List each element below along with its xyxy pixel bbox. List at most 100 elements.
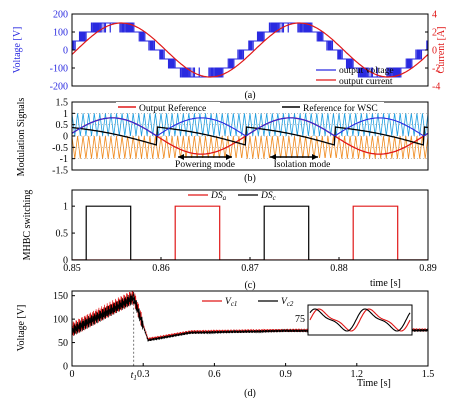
- panel-d-x-tick-label: 0.9: [279, 369, 292, 380]
- panel-a-ylabel-right: Current [A]: [436, 27, 447, 74]
- legend-label-reference-wsc: Reference for WSC: [303, 103, 378, 114]
- annotation-isolation-mode: Isolation mode: [274, 160, 331, 170]
- panel-d-x-tick-label: 1.2: [351, 369, 364, 380]
- legend-label-dsc: DSc: [260, 191, 277, 202]
- panel-a-plot-area: [72, 22, 428, 78]
- legend-label-dsc-sub: c: [273, 194, 277, 202]
- inset-plot: [309, 308, 411, 332]
- panel-c-legend: DSa DSc: [188, 191, 277, 202]
- panel-b-y-tick-label: 1.5: [56, 98, 69, 109]
- panel-b-y-ticks: 1.510.50-0.5-1-1.5: [52, 98, 75, 177]
- panel-d-marker-sub: 1: [133, 374, 137, 382]
- panel-a-y-ticks-right: 4 2 0 -2 -4: [425, 10, 440, 93]
- panel-d-marker-main: t: [131, 370, 134, 381]
- panel-c: 1 0.5 0 0.85 0.86 0.87 0.88 0.89 MHBC switchin…: [22, 189, 437, 291]
- panel-c-x-tick-label: 0.86: [152, 263, 170, 274]
- legend-label-vc2: Vc2: [281, 297, 294, 308]
- panel-d-x-tick-label: 0.6: [208, 369, 221, 380]
- panel-d-ylabel: Voltage [V]: [16, 305, 27, 352]
- panel-a-y-right-tick-label: -2: [432, 64, 440, 75]
- panel-b-y-tick-label: 0: [63, 132, 68, 143]
- panel-d: 150 100 50 0 0 0.3 0.6 0.9 1.2 1.5 Voltage [V] T…: [16, 290, 434, 398]
- panel-d-x-tick-label: 0.3: [137, 369, 150, 380]
- panel-c-x-tick-label: 0.87: [241, 263, 259, 274]
- panel-d-y-tick-label: 50: [58, 338, 68, 349]
- panel-c-y-tick-label: 0.5: [56, 229, 69, 240]
- annotation-powering-mode: Powering mode: [175, 160, 235, 170]
- panel-a-y-tick-label: -200: [50, 82, 68, 93]
- panel-d-y-tick-label: 150: [53, 291, 68, 302]
- panel-a-y-tick-label: 100: [53, 28, 68, 39]
- rectified-reference-line: [72, 117, 428, 137]
- annotation-arrowhead-powering-right: [226, 154, 232, 160]
- panel-a-y-tick-label: -100: [50, 64, 68, 75]
- inset-vc1-line: [309, 308, 411, 332]
- panel-a-y-right-tick-label: 2: [432, 28, 437, 39]
- panel-b-y-tick-label: -1.5: [52, 166, 68, 177]
- panel-c-x-ticks: 0.85 0.86 0.87 0.88 0.89: [63, 257, 437, 274]
- panel-b-caption: (b): [244, 173, 256, 184]
- inset-vc2-line: [309, 308, 411, 332]
- annotation-bg-isolation: [268, 158, 338, 169]
- panel-c-x-tick-label: 0.85: [63, 263, 81, 274]
- inset-label: 75: [295, 314, 305, 325]
- panel-a-y-tick-label: 200: [53, 10, 68, 21]
- output-current-line: [72, 22, 428, 78]
- panel-b-y-tick-label: -1: [60, 154, 68, 165]
- panel-c-frame: [71, 189, 429, 261]
- legend-label-vc2-main: V: [281, 297, 288, 307]
- panel-b-ylabel: Modulation Signals: [16, 98, 27, 177]
- legend-label-vc1-main: V: [225, 297, 232, 307]
- panel-a-ylabel: Voltage [V]: [12, 27, 23, 74]
- panel-c-plot-area: [72, 205, 428, 260]
- panel-b: 1.510.50-0.5-1-1.5 Modulation Signals Ou…: [16, 98, 429, 184]
- panel-a: 200 100 0 -100 -200 4 2 0 -2 -4 Voltage [V] Curr…: [12, 10, 447, 102]
- switching-DSa-line: [72, 205, 428, 260]
- panel-d-y-ticks: 150 100 50 0: [53, 291, 75, 373]
- panel-d-x-ticks: 0 0.3 0.6 0.9 1.2 1.5: [70, 363, 435, 380]
- legend-bg-reference-wsc: [280, 102, 384, 113]
- panel-b-y-tick-label: 0.5: [56, 120, 69, 131]
- panel-d-y-tick-label: 0: [63, 362, 68, 373]
- output-voltage-line: [72, 22, 428, 78]
- panel-d-legend: Vc1 Vc2: [202, 297, 294, 308]
- panel-c-y-tick-label: 1: [63, 202, 68, 213]
- panel-d-x-tick-label: 1.5: [422, 369, 435, 380]
- panel-d-x-tick-label: 0: [70, 369, 75, 380]
- panel-c-y-tick-label: 0: [63, 256, 68, 267]
- panel-d-marker-label: t1: [131, 370, 137, 382]
- panel-c-caption: (c): [244, 280, 255, 291]
- legend-label-output-current: output current: [339, 77, 393, 87]
- legend-bg-output-reference: [116, 102, 220, 113]
- panel-a-y-tick-label: 0: [63, 46, 68, 57]
- panel-d-y-tick-label: 100: [53, 315, 68, 326]
- legend-label-vc2-sub: c2: [287, 300, 294, 308]
- panel-d-caption: (d): [244, 388, 256, 398]
- legend-label-dsa-main: DS: [210, 191, 223, 201]
- annotation-bg-powering: [164, 158, 246, 169]
- legend-label-output-voltage: output voltage: [339, 66, 394, 76]
- panel-d-frame: [71, 290, 429, 367]
- legend-label-output-reference: Output Reference: [139, 103, 206, 114]
- panel-b-y-tick-label: 1: [63, 109, 68, 120]
- panel-a-y-right-tick-label: 0: [432, 46, 437, 57]
- panel-c-xlabel: time [s]: [370, 278, 401, 289]
- annotation-arrowhead-isolation-right: [312, 154, 318, 160]
- legend-label-vc1-sub: c1: [231, 300, 238, 308]
- legend-label-dsa-sub: a: [223, 194, 227, 202]
- panel-d-inset: 75: [295, 304, 413, 336]
- panel-b-legend: Output Reference Reference for WSC: [116, 102, 384, 114]
- reference-wsc-line: [72, 126, 428, 146]
- panel-a-y-right-tick-label: -4: [432, 82, 440, 93]
- legend-label-vc1: Vc1: [225, 297, 237, 308]
- panel-a-y-right-tick-label: 4: [432, 10, 437, 21]
- panel-c-ylabel: MHBC switching: [22, 190, 33, 261]
- panel-a-y-ticks: 200 100 0 -100 -200: [50, 10, 75, 93]
- switching-DSc-line: [72, 205, 428, 260]
- panel-c-x-tick-label: 0.89: [419, 263, 437, 274]
- panel-b-y-tick-label: -0.5: [52, 143, 68, 154]
- panel-a-caption: (a): [244, 90, 255, 101]
- panel-d-xlabel: Time [s]: [357, 378, 391, 389]
- annotation-arrowhead-isolation-left: [270, 154, 276, 160]
